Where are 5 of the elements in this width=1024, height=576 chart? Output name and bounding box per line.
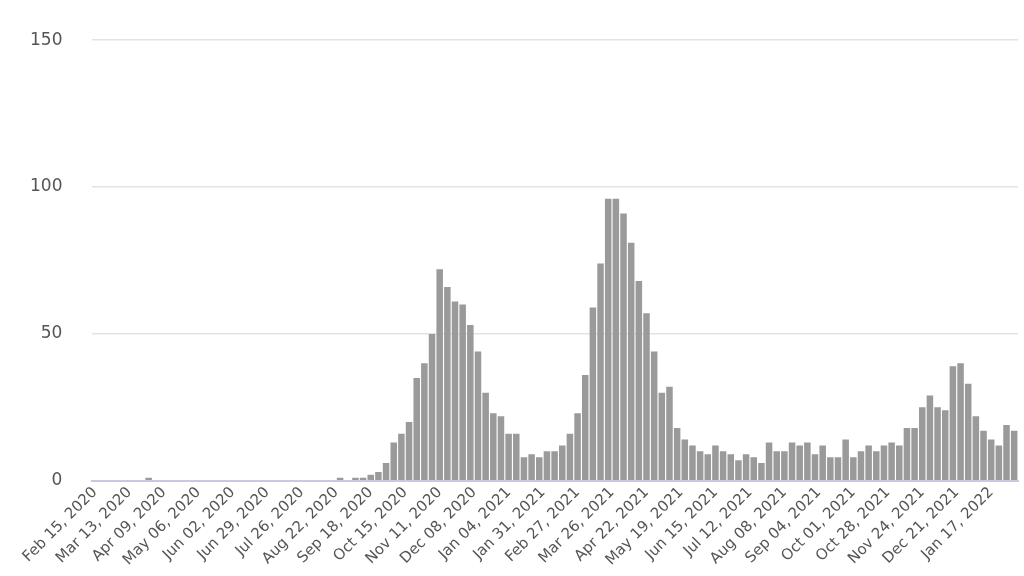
y-tick-label: 150 [29, 28, 63, 49]
y-tick-label: 100 [29, 175, 63, 196]
y-tick-label: 0 [51, 469, 63, 490]
y-tick-label: 50 [40, 322, 63, 343]
bar [145, 477, 152, 480]
